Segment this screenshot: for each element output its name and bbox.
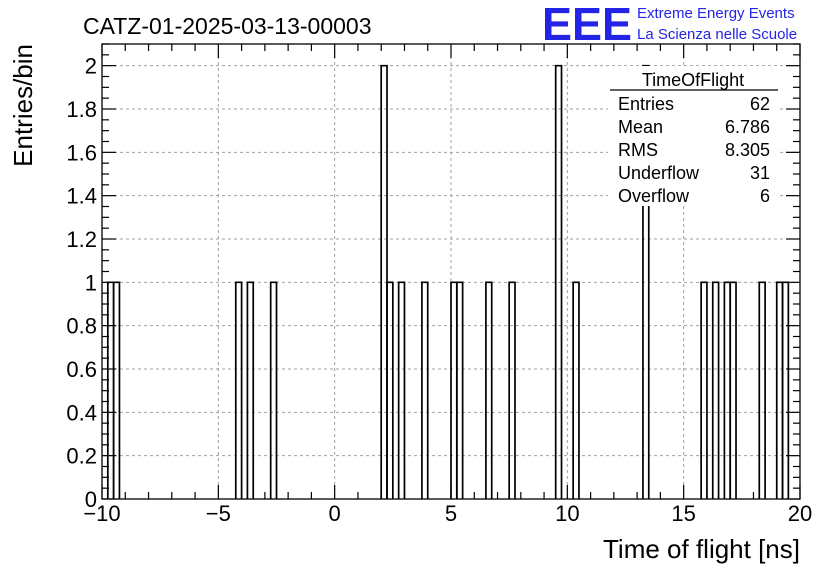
logo-line-1: Extreme Energy Events	[637, 5, 795, 22]
stats-row-value: 6.786	[725, 117, 770, 137]
x-tick-label: −5	[206, 501, 231, 526]
histogram-bin	[723, 281, 732, 499]
x-tick-label: 20	[788, 501, 812, 526]
y-tick-label: 0.2	[66, 444, 97, 469]
x-tick-label: 15	[671, 501, 695, 526]
y-tick-label: 1	[85, 270, 97, 295]
stats-row-value: 62	[750, 94, 770, 114]
plot-title: CATZ-01-2025-03-13-00003	[83, 13, 372, 39]
y-tick-label: 0.6	[66, 357, 97, 382]
y-tick-label: 2	[85, 54, 97, 79]
histogram-bin	[397, 281, 406, 499]
histogram-bin	[700, 281, 708, 499]
histogram-bin	[508, 281, 516, 499]
stats-row-label: Underflow	[618, 163, 700, 183]
histogram-bin	[485, 281, 493, 499]
y-tick-label: 1.8	[66, 97, 97, 122]
histogram-bin	[758, 281, 766, 499]
logo-text: EEE	[542, 0, 632, 50]
histogram-bin	[775, 281, 784, 499]
x-axis-title: Time of flight [ns]	[603, 534, 800, 564]
histogram-bin	[234, 281, 243, 499]
x-tick-label: 0	[329, 501, 341, 526]
y-tick-label: 1.2	[66, 227, 97, 252]
histogram-bin	[386, 281, 394, 499]
stats-row-label: RMS	[618, 140, 658, 160]
histogram-bin	[246, 281, 255, 499]
stats-row-value: 31	[750, 163, 770, 183]
stats-row-label: Mean	[618, 117, 663, 137]
x-tick-label: 10	[555, 501, 579, 526]
stats-row-label: Entries	[618, 94, 674, 114]
stats-box-bg	[608, 66, 780, 206]
stats-rows: Entries 62 Mean 6.786 RMS 8.305 Underflow 31 Ove…	[618, 94, 770, 206]
y-tick-label: 0.8	[66, 314, 97, 339]
y-tick-label: 0.4	[66, 400, 97, 425]
histogram-bin	[729, 281, 737, 499]
y-tick-label: 0	[85, 487, 97, 512]
histogram-bin	[642, 64, 650, 499]
histogram-bars	[106, 64, 790, 499]
stats-box-title: TimeOfFlight	[642, 70, 744, 90]
x-tick-label: −10	[83, 501, 120, 526]
y-axis-title: Entries/bin	[8, 44, 38, 167]
histogram-bin	[421, 281, 429, 499]
logo-line-2: La Scienza nelle Scuole	[637, 26, 797, 43]
eee-logo: EEE Extreme Energy Events La Scienza nel…	[542, 0, 797, 50]
histogram-bin	[269, 281, 278, 499]
stats-box: TimeOfFlight Entries 62 Mean 6.786 RMS 8.305 U…	[608, 66, 780, 206]
stats-row-label: Overflow	[618, 186, 690, 206]
y-tick-label: 1.4	[66, 184, 97, 209]
tick-labels: −10 −5 0 5 10 15 20 0 0.2 0.4 0.6 0.8 1 1.2 1.4 1.6 1.8 2	[66, 54, 812, 526]
histogram-bin	[455, 281, 464, 499]
stats-row-value: 6	[760, 186, 770, 206]
histogram-bin	[112, 281, 121, 499]
stats-row-value: 8.305	[725, 140, 770, 160]
histogram-bin	[554, 64, 563, 499]
histogram-bin	[711, 281, 720, 499]
y-tick-label: 1.6	[66, 140, 97, 165]
axis-ticks	[101, 43, 801, 500]
histogram-bin	[781, 281, 790, 499]
x-tick-label: 5	[445, 501, 457, 526]
histogram-bin	[450, 281, 458, 499]
histogram-bin	[572, 281, 580, 499]
